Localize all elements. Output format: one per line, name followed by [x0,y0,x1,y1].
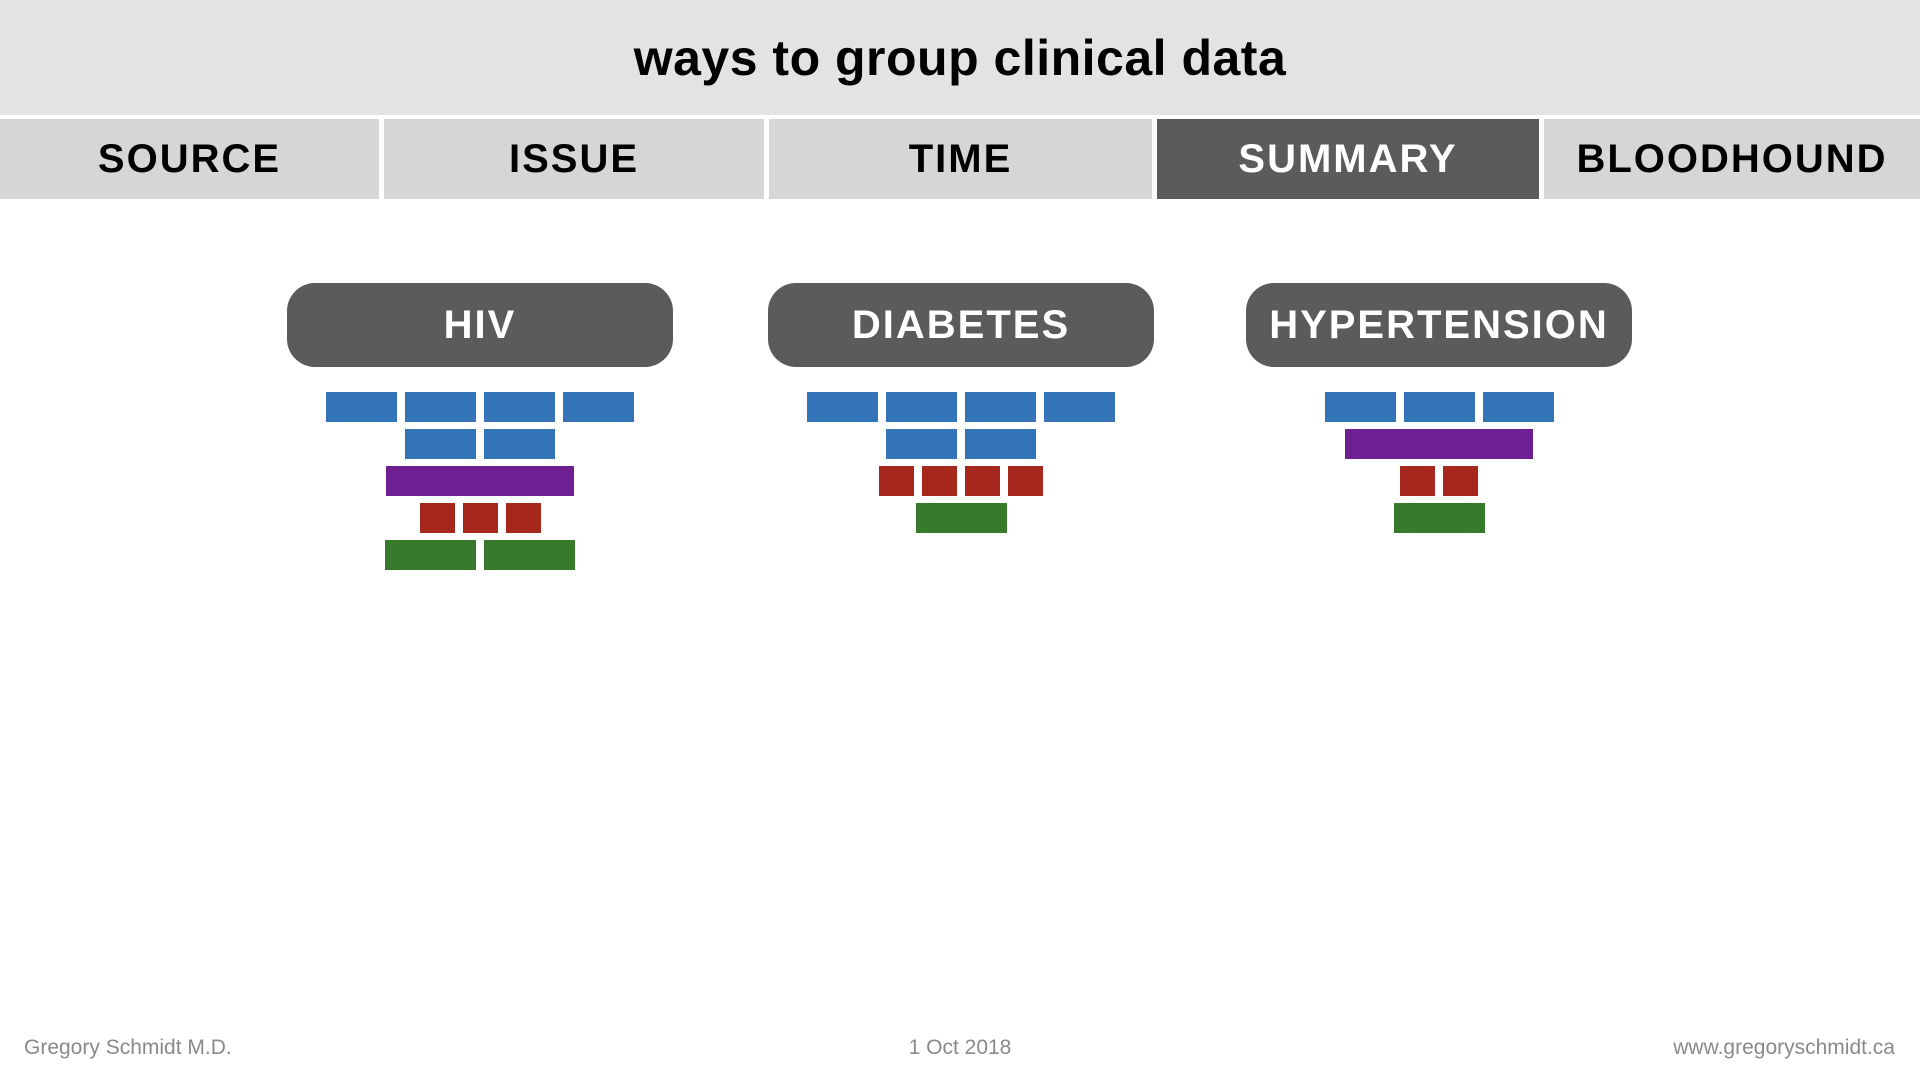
data-block-green [385,540,476,570]
group-label-hiv: HIV [287,283,673,367]
tab-issue[interactable]: ISSUE [384,119,764,199]
data-block-blue [1403,392,1475,422]
group-hiv: HIV [287,283,673,577]
data-block-blue [484,429,555,459]
page-title: ways to group clinical data [633,29,1287,86]
block-row-blue [326,392,634,422]
data-block-blue [405,392,476,422]
data-blocks [287,392,673,577]
block-row-green [385,540,575,570]
data-block-blue [965,429,1036,459]
data-block-green [484,540,575,570]
block-row-purple [1345,429,1533,459]
block-row-purple [386,466,574,496]
data-block-red [1443,466,1478,496]
group-diabetes: DIABETES [768,283,1154,540]
data-block-blue [886,429,957,459]
tab-source[interactable]: SOURCE [0,119,379,199]
data-block-blue [326,392,397,422]
data-blocks [768,392,1154,540]
data-block-purple [386,466,574,496]
footer-author: Gregory Schmidt M.D. [24,1036,232,1059]
data-block-blue [886,392,957,422]
block-row-blue [886,429,1036,459]
data-block-red [419,503,455,533]
block-row-blue [1324,392,1554,422]
data-block-red [922,466,957,496]
group-label-diabetes: DIABETES [768,283,1154,367]
data-block-red [462,503,498,533]
data-block-green [915,503,1007,533]
footer-website: www.gregoryschmidt.ca [1673,1036,1895,1059]
title-bar: ways to group clinical data [0,0,1920,115]
block-row-red [879,466,1043,496]
data-block-red [1400,466,1435,496]
data-block-red [965,466,1000,496]
data-block-red [1008,466,1043,496]
tab-time[interactable]: TIME [769,119,1152,199]
data-block-blue [965,392,1036,422]
block-row-green [915,503,1007,533]
data-block-blue [484,392,555,422]
footer-date: 1 Oct 2018 [908,1036,1012,1059]
data-block-purple [1345,429,1533,459]
block-row-blue [405,429,555,459]
block-row-blue [807,392,1115,422]
data-block-blue [807,392,878,422]
tab-summary[interactable]: SUMMARY [1157,119,1539,199]
data-block-green [1393,503,1485,533]
tab-bloodhound[interactable]: BLOODHOUND [1544,119,1920,199]
data-block-blue [405,429,476,459]
group-hypertension: HYPERTENSION [1246,283,1632,540]
tab-bar: SOURCE ISSUE TIME SUMMARY BLOODHOUND [0,119,1920,199]
data-blocks [1246,392,1632,540]
data-block-red [505,503,541,533]
data-block-blue [563,392,634,422]
block-row-green [1393,503,1485,533]
data-block-blue [1044,392,1115,422]
group-label-hypertension: HYPERTENSION [1246,283,1632,367]
block-row-red [1400,466,1478,496]
block-row-red [419,503,541,533]
data-block-blue [1482,392,1554,422]
data-block-red [879,466,914,496]
data-block-blue [1324,392,1396,422]
